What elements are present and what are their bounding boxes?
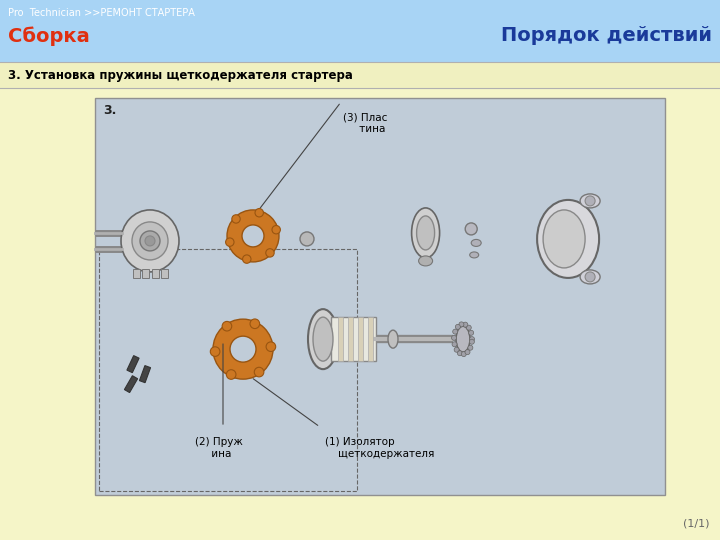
Bar bbox=[99, 249, 357, 491]
Circle shape bbox=[465, 223, 477, 235]
Circle shape bbox=[145, 236, 155, 246]
Circle shape bbox=[232, 215, 240, 223]
Circle shape bbox=[459, 322, 464, 327]
Bar bbox=[95, 98, 665, 495]
Circle shape bbox=[457, 351, 462, 356]
Text: Pro  Technician >>РЕМОНТ СТАРТЕРА: Pro Technician >>РЕМОНТ СТАРТЕРА bbox=[8, 8, 195, 18]
Bar bbox=[338, 317, 343, 361]
Ellipse shape bbox=[418, 256, 433, 266]
Circle shape bbox=[300, 232, 314, 246]
Text: 3. Установка пружины щеткодержателя стартера: 3. Установка пружины щеткодержателя стар… bbox=[8, 69, 353, 82]
Text: Порядок действий: Порядок действий bbox=[501, 26, 712, 45]
Bar bbox=[331, 317, 376, 361]
Circle shape bbox=[250, 319, 260, 328]
Circle shape bbox=[222, 321, 232, 331]
Circle shape bbox=[585, 272, 595, 282]
Ellipse shape bbox=[388, 330, 398, 348]
Circle shape bbox=[266, 249, 274, 257]
Text: Сборка: Сборка bbox=[8, 26, 90, 45]
Circle shape bbox=[272, 226, 280, 234]
Circle shape bbox=[469, 330, 474, 335]
Circle shape bbox=[140, 231, 160, 251]
Ellipse shape bbox=[308, 309, 338, 369]
Text: (2) Пруж
     ина: (2) Пруж ина bbox=[195, 437, 243, 460]
Bar bbox=[161, 269, 168, 278]
Circle shape bbox=[454, 347, 459, 352]
Circle shape bbox=[230, 336, 256, 362]
Bar bbox=[132, 269, 140, 278]
Text: (1) Изолятор
    щеткодержателя: (1) Изолятор щеткодержателя bbox=[325, 437, 434, 460]
Circle shape bbox=[227, 210, 279, 262]
Ellipse shape bbox=[543, 210, 585, 268]
Circle shape bbox=[467, 325, 472, 330]
Circle shape bbox=[469, 336, 474, 342]
Circle shape bbox=[585, 196, 595, 206]
Bar bbox=[358, 317, 363, 361]
Circle shape bbox=[255, 208, 264, 217]
Circle shape bbox=[226, 370, 236, 379]
Bar bbox=[0, 0, 720, 62]
Text: (3) Плас
     тина: (3) Плас тина bbox=[343, 112, 387, 134]
Ellipse shape bbox=[456, 326, 470, 352]
Circle shape bbox=[469, 339, 474, 344]
Ellipse shape bbox=[537, 200, 599, 278]
Circle shape bbox=[452, 342, 457, 347]
Ellipse shape bbox=[132, 222, 168, 260]
Ellipse shape bbox=[121, 210, 179, 272]
Ellipse shape bbox=[412, 208, 440, 258]
Ellipse shape bbox=[469, 252, 479, 258]
Circle shape bbox=[243, 255, 251, 264]
Circle shape bbox=[213, 319, 273, 379]
Bar bbox=[0, 62, 720, 88]
Circle shape bbox=[242, 225, 264, 247]
Bar bbox=[151, 269, 158, 278]
Ellipse shape bbox=[580, 194, 600, 208]
Text: (1/1): (1/1) bbox=[683, 518, 710, 528]
Circle shape bbox=[465, 349, 470, 355]
Bar bbox=[348, 317, 353, 361]
Bar bbox=[127, 356, 139, 373]
Circle shape bbox=[463, 322, 468, 327]
Bar bbox=[140, 366, 150, 383]
Ellipse shape bbox=[471, 239, 481, 246]
Circle shape bbox=[455, 325, 460, 329]
Circle shape bbox=[225, 238, 234, 246]
Ellipse shape bbox=[313, 317, 333, 361]
Bar bbox=[142, 269, 148, 278]
Bar bbox=[368, 317, 373, 361]
Circle shape bbox=[451, 335, 456, 340]
Circle shape bbox=[468, 345, 473, 350]
Circle shape bbox=[462, 352, 467, 356]
Ellipse shape bbox=[417, 216, 435, 250]
Circle shape bbox=[254, 367, 264, 377]
Ellipse shape bbox=[580, 270, 600, 284]
Bar bbox=[125, 376, 138, 393]
Circle shape bbox=[453, 329, 458, 334]
Text: 3.: 3. bbox=[103, 104, 117, 117]
Circle shape bbox=[210, 347, 220, 356]
Circle shape bbox=[266, 342, 276, 352]
